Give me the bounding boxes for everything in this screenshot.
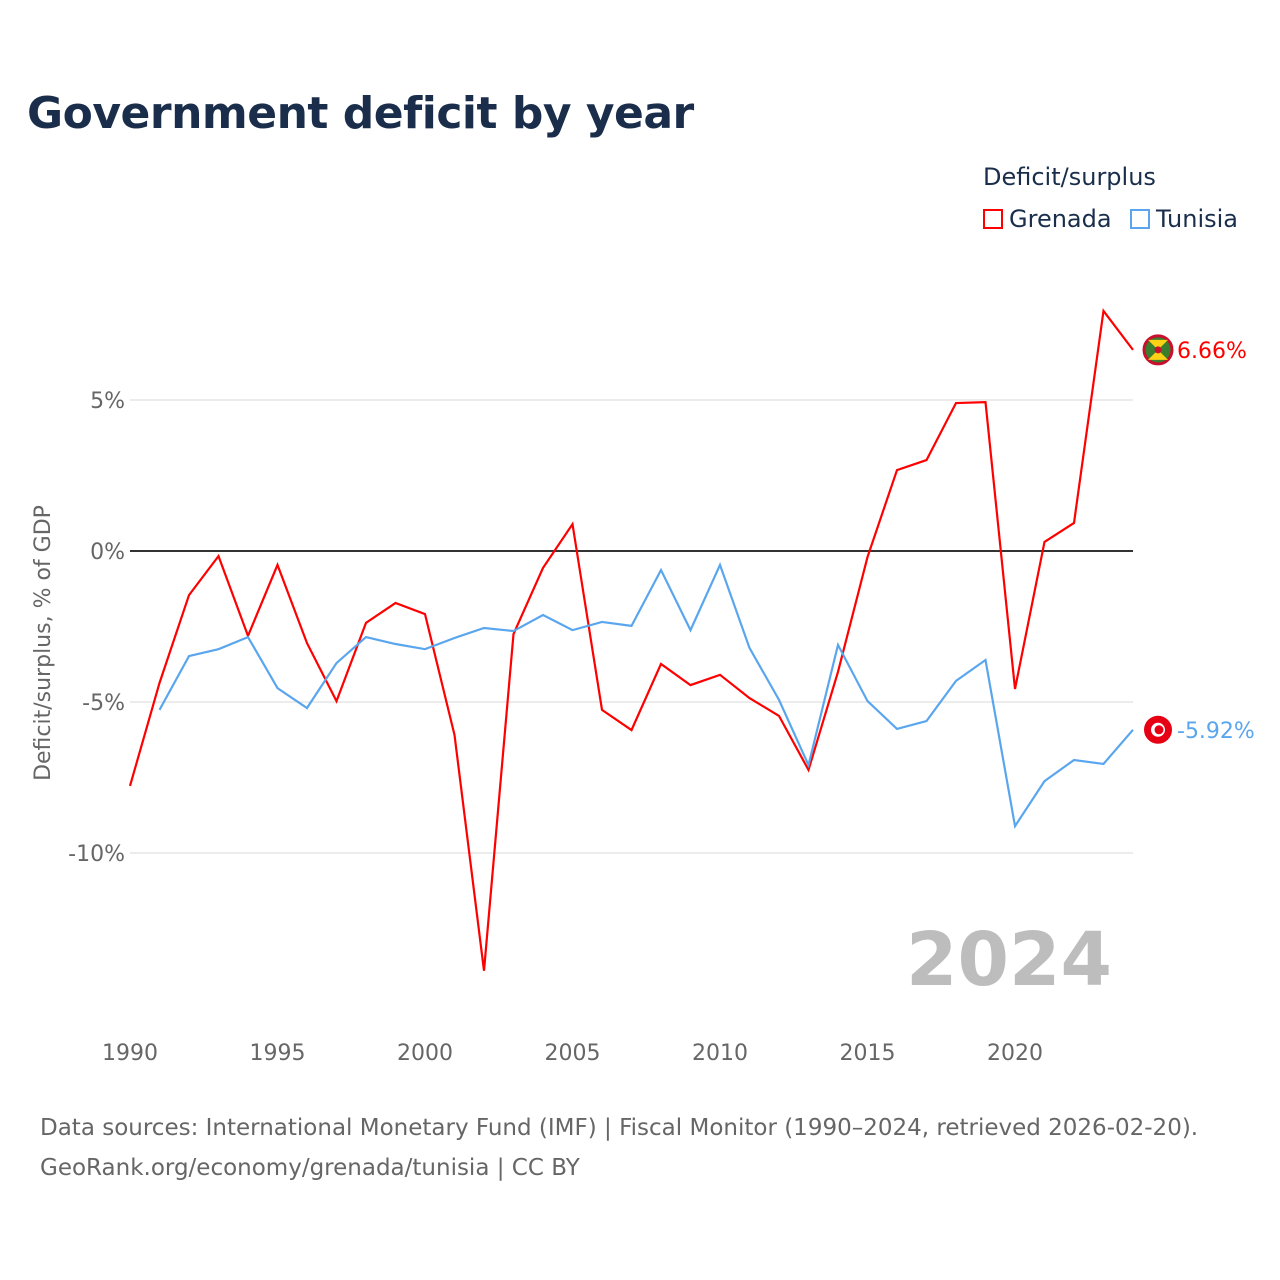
y-tick-label: -10% (68, 842, 125, 867)
series-line-grenada (128, 308, 1134, 971)
tunisia-flag-detail (1154, 725, 1164, 735)
grenada-flag-detail (1148, 339, 1168, 360)
x-tick-label: 2015 (840, 1041, 896, 1066)
end-value-label: -5.92% (1177, 719, 1255, 744)
legend-item-grenada[interactable]: Grenada (983, 205, 1112, 233)
y-tick-label: 5% (90, 389, 125, 414)
end-value-label: 6.66% (1177, 339, 1247, 364)
chart-title: Government deficit by year (27, 88, 694, 139)
x-tick-label: 1990 (102, 1041, 158, 1066)
year-watermark: 2024 (906, 917, 1112, 1003)
legend-title: Deficit/surplus (983, 163, 1156, 191)
y-tick-label: 0% (90, 540, 125, 565)
legend-label: Tunisia (1156, 205, 1238, 233)
series-line-tunisia (158, 561, 1134, 830)
x-tick-label: 2010 (692, 1041, 748, 1066)
x-tick-label: 1995 (250, 1041, 306, 1066)
x-tick-label: 2000 (397, 1041, 453, 1066)
x-tick-label: 2005 (545, 1041, 601, 1066)
y-tick-label: -5% (82, 691, 125, 716)
source-url[interactable]: GeoRank.org/economy/grenada/tunisia | CC… (40, 1155, 580, 1181)
grenada-flag-detail (1154, 346, 1162, 354)
legend-item-tunisia[interactable]: Tunisia (1130, 205, 1238, 233)
legend-swatch-grenada (983, 209, 1003, 229)
x-tick-label: 2020 (987, 1041, 1043, 1066)
source-line: Data sources: International Monetary Fun… (40, 1115, 1199, 1141)
legend-label: Grenada (1009, 205, 1112, 233)
source-note: Data sources: International Monetary Fun… (40, 1108, 1198, 1188)
legend-swatch-tunisia (1130, 209, 1150, 229)
y-axis-label: Deficit/surplus, % of GDP (31, 505, 56, 781)
